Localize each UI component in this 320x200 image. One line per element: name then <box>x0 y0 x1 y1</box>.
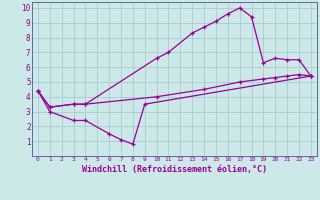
X-axis label: Windchill (Refroidissement éolien,°C): Windchill (Refroidissement éolien,°C) <box>82 165 267 174</box>
